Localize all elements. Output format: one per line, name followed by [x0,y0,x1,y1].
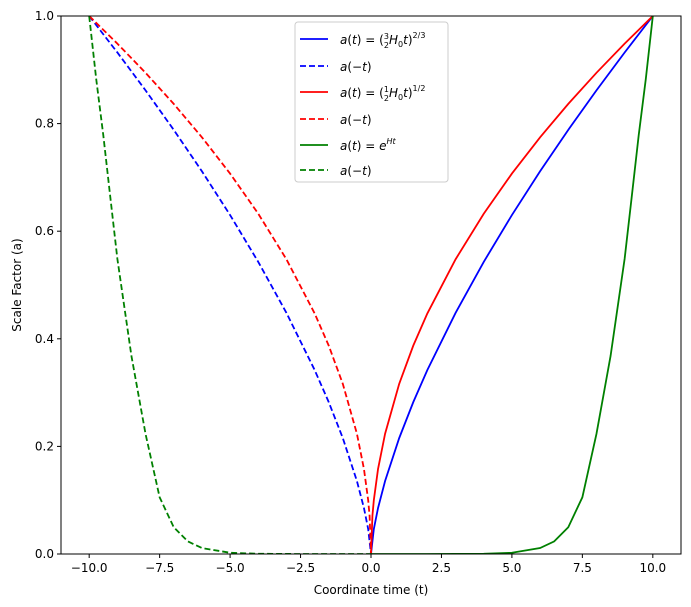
y-tick-label: 0.4 [35,332,54,346]
y-axis-label: Scale Factor (a) [10,238,24,331]
x-tick-label: −2.5 [286,561,315,575]
x-tick-label: 7.5 [573,561,592,575]
series-line-2 [370,16,654,554]
y-tick-label: 0.2 [35,439,54,453]
series-line-3 [88,16,372,554]
x-tick-label: −10.0 [71,561,108,575]
x-tick-label: −5.0 [216,561,245,575]
x-tick-label: 5.0 [502,561,521,575]
x-tick-label: −7.5 [145,561,174,575]
x-tick-label: 0.0 [361,561,380,575]
legend-box [294,21,449,183]
legend-label-radiation: a(t) = (1 2H0t)1/2 [340,84,425,103]
legend-label-matter: a(t) = (3 2H0t)2/3 [340,31,425,50]
legend: a(t) = (3 2H0t)2/3 a(−t) a(t) = (1 2H0t)1/… [294,21,449,183]
x-tick-label: 2.5 [432,561,451,575]
series-line-0 [370,16,654,554]
y-tick-label: 1.0 [35,9,54,23]
series-line-1 [88,16,372,554]
legend-label-radiation-reversed: a(−t) [340,113,372,127]
legend-label-desitter: a(t) = eHt [340,137,397,153]
x-axis-label: Coordinate time (t) [314,583,429,597]
y-axis: 0.0 0.2 0.4 0.6 0.8 1.0 [35,9,61,561]
x-axis: −10.0 −7.5 −5.0 −2.5 0.0 2.5 5.0 7.5 10.0 [71,554,666,575]
x-tick-label: 10.0 [639,561,666,575]
legend-label-desitter-reversed: a(−t) [340,164,372,178]
legend-label-matter-reversed: a(−t) [340,60,372,74]
y-tick-label: 0.8 [35,117,54,131]
y-tick-label: 0.6 [35,224,54,238]
y-tick-label: 0.0 [35,547,54,561]
